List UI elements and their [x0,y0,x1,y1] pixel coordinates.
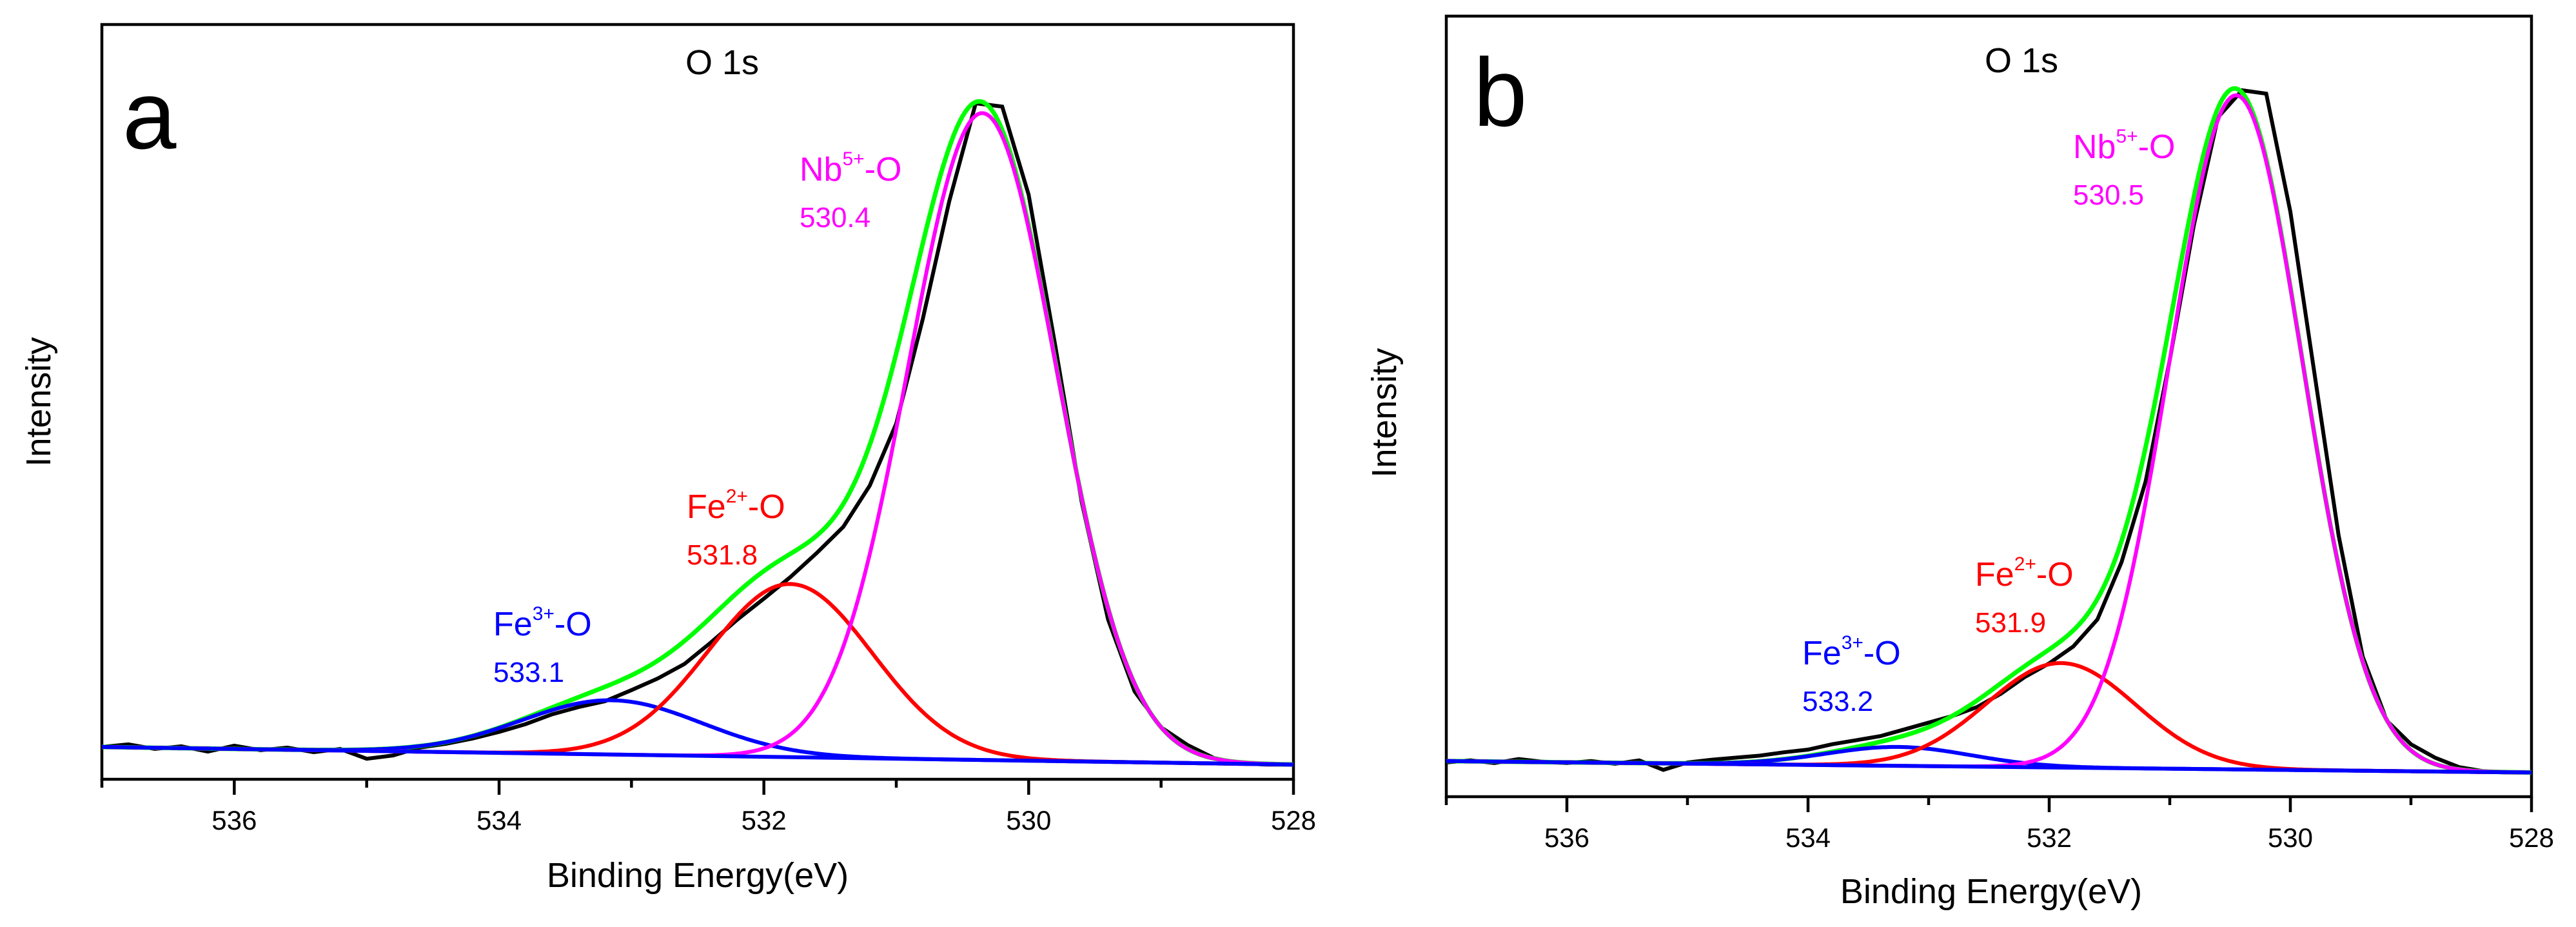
y-axis-label: Intensity [1365,348,1404,477]
raw-spectrum-line [1446,88,2532,775]
peak-element: Fe [687,488,726,526]
x-axis-ticks: 536 534 532 530 528 [100,779,1316,835]
peak-suffix: -O [555,606,592,643]
peak-element: Fe [493,606,533,643]
curves [101,99,1294,767]
panel-label: a [123,61,177,169]
x-tick-label: 528 [2509,822,2554,853]
peak-label: Fe2+-O [687,486,785,526]
peak-energy-label: 530.4 [800,202,870,234]
peak-element: Nb [2073,128,2116,166]
peak-energy-label: 531.9 [1975,607,2046,639]
x-tick-label: 530 [2268,822,2313,853]
baseline-line [1446,759,2532,775]
x-axis-label: Binding Energy(eV) [1840,872,2142,911]
peak-label: Nb5+-O [800,148,901,188]
baseline-line [101,744,1294,767]
x-tick-label: 532 [742,805,787,835]
peak-suffix: -O [748,488,785,526]
peak-suffix: -O [2138,128,2176,166]
x-tick-label: 530 [1006,805,1051,835]
x-axis-label: Binding Energy(eV) [547,856,849,895]
peak-charge: 3+ [533,603,555,624]
peak-charge: 5+ [2116,126,2138,147]
x-tick-label: 532 [2027,822,2072,853]
peak-energy-label: 530.5 [2073,179,2144,211]
peak-energy-label: 531.8 [687,539,758,571]
x-tick-label: 534 [477,805,522,835]
peak-suffix: -O [865,151,902,188]
chart-title: O 1s [1985,41,2058,80]
peak-element: Fe [1802,635,1842,672]
peak-suffix: -O [2036,556,2074,593]
chart-title: O 1s [685,43,759,82]
x-tick-label: 534 [1785,822,1831,853]
peak-label: Fe3+-O [1802,632,1901,672]
y-axis-label: Intensity [19,337,58,466]
peak-label: Nb5+-O [2073,126,2175,166]
peak-element: Fe [1975,556,2014,593]
fe-2plus-peak-line [101,582,1294,767]
plot-frame [1444,14,2533,799]
x-axis-ticks: 536 534 532 530 528 [1444,797,2554,853]
chart-panel-b: b O 1s Binding Energy(eV) Intensity 536 5… [1365,14,2554,911]
peak-suffix: -O [1863,635,1901,672]
peak-charge: 3+ [1842,632,1863,653]
panel-label: b [1473,38,1527,146]
x-tick-label: 536 [1544,822,1589,853]
peak-label: Fe3+-O [493,603,592,643]
peak-charge: 2+ [2014,553,2036,575]
peak-element: Nb [800,151,842,188]
peak-charge: 5+ [842,148,864,170]
x-tick-label: 528 [1271,805,1316,835]
curves [1446,86,2532,775]
x-tick-label: 536 [211,805,257,835]
peak-energy-label: 533.2 [1802,686,1873,717]
plot-frame [100,23,1295,781]
peak-label: Fe2+-O [1975,553,2074,593]
chart-panel-a: a O 1s Binding Energy(eV) Intensity 536 5… [19,23,1316,895]
peak-energy-label: 533.1 [493,657,564,688]
peak-charge: 2+ [726,486,748,507]
